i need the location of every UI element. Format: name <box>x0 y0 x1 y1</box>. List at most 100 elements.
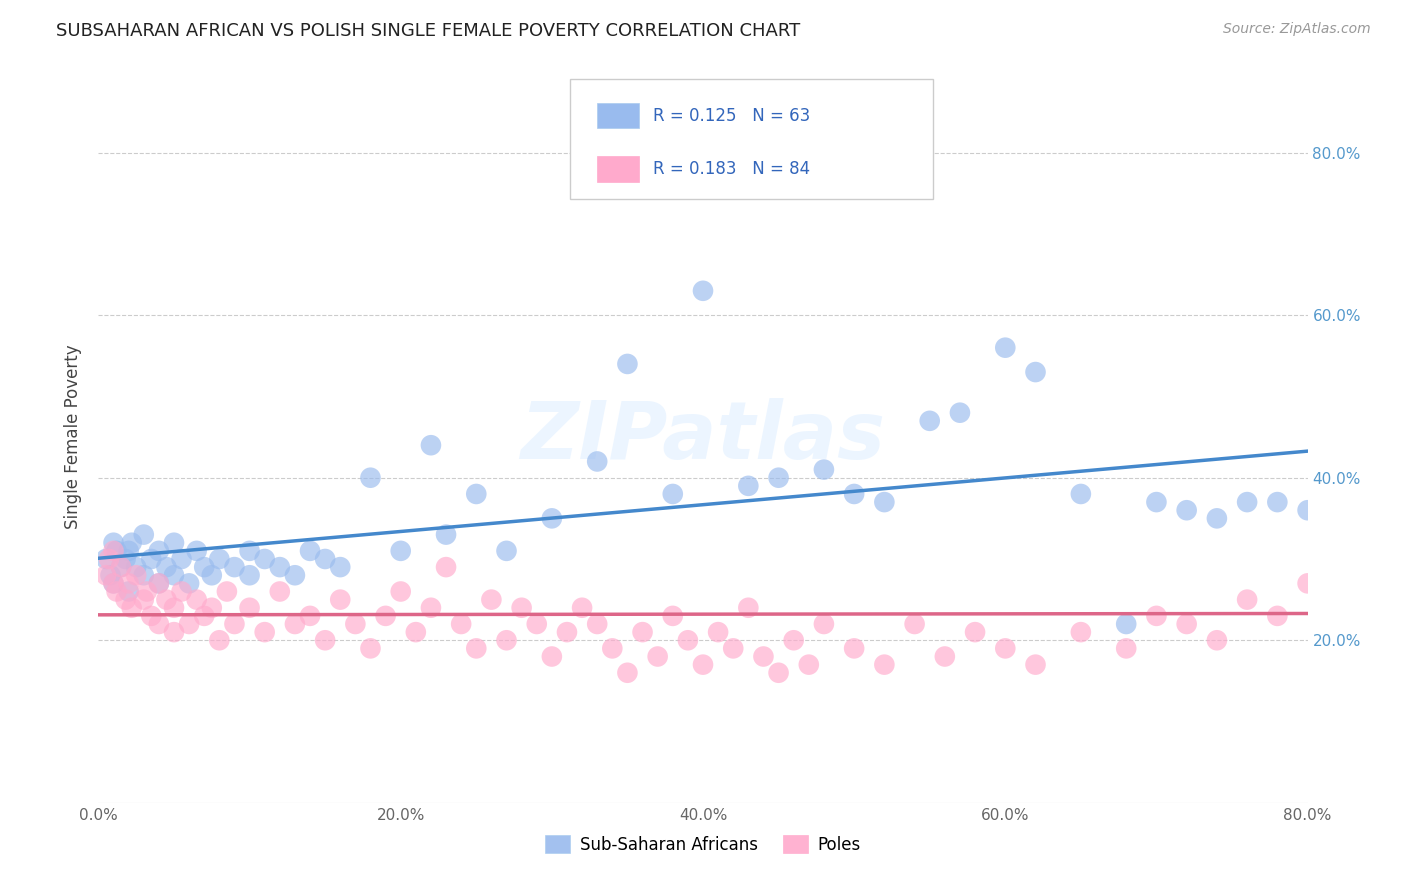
Point <box>284 568 307 582</box>
Point <box>949 406 972 420</box>
Point <box>215 584 238 599</box>
Point <box>1070 487 1092 501</box>
Point <box>540 649 562 664</box>
Point <box>1296 503 1319 517</box>
Point <box>269 584 291 599</box>
Point <box>737 479 759 493</box>
Point <box>193 608 215 623</box>
Point <box>616 665 638 680</box>
FancyBboxPatch shape <box>596 103 638 128</box>
Text: SUBSAHARAN AFRICAN VS POLISH SINGLE FEMALE POVERTY CORRELATION CHART: SUBSAHARAN AFRICAN VS POLISH SINGLE FEMA… <box>56 22 800 40</box>
Point <box>208 552 231 566</box>
Point <box>329 592 352 607</box>
Point <box>329 560 352 574</box>
Point <box>193 560 215 574</box>
Point <box>586 617 609 632</box>
Point <box>114 592 136 607</box>
Point <box>768 471 790 485</box>
Point <box>179 617 201 632</box>
Point <box>299 608 322 623</box>
Text: ZIPatlas: ZIPatlas <box>520 398 886 476</box>
Point <box>170 584 193 599</box>
Point <box>1175 503 1198 517</box>
Text: Source: ZipAtlas.com: Source: ZipAtlas.com <box>1223 22 1371 37</box>
Point <box>768 665 790 680</box>
Point <box>661 487 683 501</box>
Point <box>155 592 177 607</box>
Point <box>1357 633 1379 648</box>
Legend: Sub-Saharan Africans, Poles: Sub-Saharan Africans, Poles <box>538 829 868 860</box>
Point <box>571 600 593 615</box>
Point <box>94 568 117 582</box>
Text: R = 0.183   N = 84: R = 0.183 N = 84 <box>654 160 810 178</box>
Point <box>360 471 382 485</box>
Point <box>186 592 208 607</box>
Point <box>148 576 170 591</box>
Point <box>813 617 835 632</box>
Point <box>389 584 412 599</box>
Point <box>314 633 336 648</box>
Point <box>163 600 186 615</box>
Point <box>239 544 262 558</box>
Point <box>1070 625 1092 640</box>
Point <box>269 560 291 574</box>
Point <box>420 600 443 615</box>
Point <box>540 511 562 525</box>
Point <box>100 568 122 582</box>
Point <box>586 454 609 468</box>
Point <box>1115 641 1137 656</box>
Point <box>723 641 745 656</box>
Point <box>420 438 443 452</box>
Point <box>465 641 488 656</box>
Point <box>495 544 517 558</box>
Point <box>148 576 170 591</box>
Point <box>94 552 117 566</box>
Point <box>692 657 714 672</box>
Point <box>103 576 125 591</box>
Point <box>374 608 396 623</box>
Point <box>163 568 186 582</box>
Point <box>1267 608 1289 623</box>
Point <box>844 641 866 656</box>
Point <box>284 617 307 632</box>
Point <box>114 552 136 566</box>
Point <box>707 625 730 640</box>
Point <box>125 568 148 582</box>
Text: R = 0.125   N = 63: R = 0.125 N = 63 <box>654 107 811 125</box>
Point <box>676 633 699 648</box>
Point <box>495 633 517 648</box>
Point <box>1236 495 1258 509</box>
Point <box>110 560 132 574</box>
Point <box>1115 617 1137 632</box>
Point <box>253 552 276 566</box>
Point <box>105 584 128 599</box>
Point <box>647 649 669 664</box>
Point <box>661 608 683 623</box>
Point <box>132 527 155 541</box>
Point <box>141 552 163 566</box>
Point <box>125 560 148 574</box>
Point <box>994 341 1017 355</box>
Point <box>141 608 163 623</box>
Point <box>389 544 412 558</box>
Point <box>873 495 896 509</box>
Point <box>481 592 503 607</box>
Point <box>434 527 457 541</box>
Point <box>1236 592 1258 607</box>
Point <box>965 625 987 640</box>
Point <box>994 641 1017 656</box>
Point <box>783 633 806 648</box>
Point <box>873 657 896 672</box>
Point <box>602 641 624 656</box>
Point <box>934 649 956 664</box>
Point <box>1206 633 1229 648</box>
Point <box>148 617 170 632</box>
Point <box>813 462 835 476</box>
Point <box>103 535 125 549</box>
Point <box>224 560 246 574</box>
Point <box>163 625 186 640</box>
Point <box>1327 617 1350 632</box>
Point <box>155 560 177 574</box>
Point <box>170 552 193 566</box>
Point <box>510 600 533 615</box>
